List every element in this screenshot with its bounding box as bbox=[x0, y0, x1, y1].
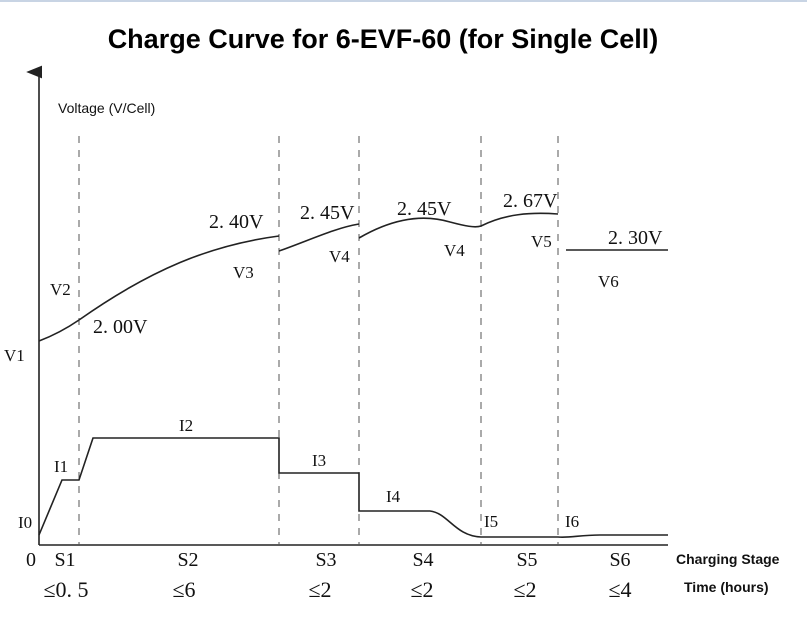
current-curve bbox=[38, 437, 668, 539]
stage-label-1: S1 bbox=[54, 549, 75, 571]
voltage-value-2: 2. 40V bbox=[209, 211, 264, 233]
current-label-6: I6 bbox=[565, 512, 579, 531]
voltage-label-4: V4 bbox=[329, 247, 350, 266]
voltage-segment-1 bbox=[38, 319, 80, 342]
voltage-value-4: 2. 45V bbox=[397, 198, 452, 220]
voltage-label-3: V3 bbox=[233, 263, 254, 282]
voltage-value-6: 2. 30V bbox=[608, 227, 663, 249]
current-label-5: I5 bbox=[484, 512, 498, 531]
stage-label-3: S3 bbox=[315, 549, 336, 571]
chart-title: Charge Curve for 6-EVF-60 (for Single Ce… bbox=[108, 24, 659, 54]
voltage-label-5: V4 bbox=[444, 241, 465, 260]
current-label-4: I4 bbox=[386, 487, 401, 506]
voltage-segment-5 bbox=[480, 212, 559, 227]
voltage-label-2: V2 bbox=[50, 280, 71, 299]
charging-stage-label: Charging Stage bbox=[676, 551, 780, 567]
current-label-0: I0 bbox=[18, 513, 32, 532]
stage-time-1: ≤0. 5 bbox=[43, 577, 88, 602]
voltage-value-1: 2. 00V bbox=[93, 316, 148, 338]
stage-time-3: ≤2 bbox=[308, 577, 331, 602]
voltage-segment-4 bbox=[358, 217, 482, 239]
origin-label: 0 bbox=[26, 549, 36, 571]
voltage-label-7: V6 bbox=[598, 272, 619, 291]
stage-time-5: ≤2 bbox=[513, 577, 536, 602]
time-hours-label: Time (hours) bbox=[684, 579, 769, 595]
voltage-value-3: 2. 45V bbox=[300, 202, 355, 224]
stage-time-6: ≤4 bbox=[608, 577, 631, 602]
current-label-2: I2 bbox=[179, 416, 193, 435]
voltage-label-6: V5 bbox=[531, 232, 552, 251]
stage-label-6: S6 bbox=[609, 549, 630, 571]
current-label-3: I3 bbox=[312, 451, 326, 470]
stage-time-2: ≤6 bbox=[172, 577, 195, 602]
voltage-segment-3 bbox=[278, 223, 360, 252]
stage-label-4: S4 bbox=[412, 549, 433, 571]
current-label-1: I1 bbox=[54, 457, 68, 476]
voltage-label-1: V1 bbox=[4, 346, 25, 365]
stage-label-5: S5 bbox=[516, 549, 537, 571]
voltage-value-5: 2. 67V bbox=[503, 190, 558, 212]
y-axis-label: Voltage (V/Cell) bbox=[58, 100, 155, 116]
stage-label-2: S2 bbox=[177, 549, 198, 571]
voltage-segment-2 bbox=[78, 235, 280, 321]
stage-time-4: ≤2 bbox=[410, 577, 433, 602]
